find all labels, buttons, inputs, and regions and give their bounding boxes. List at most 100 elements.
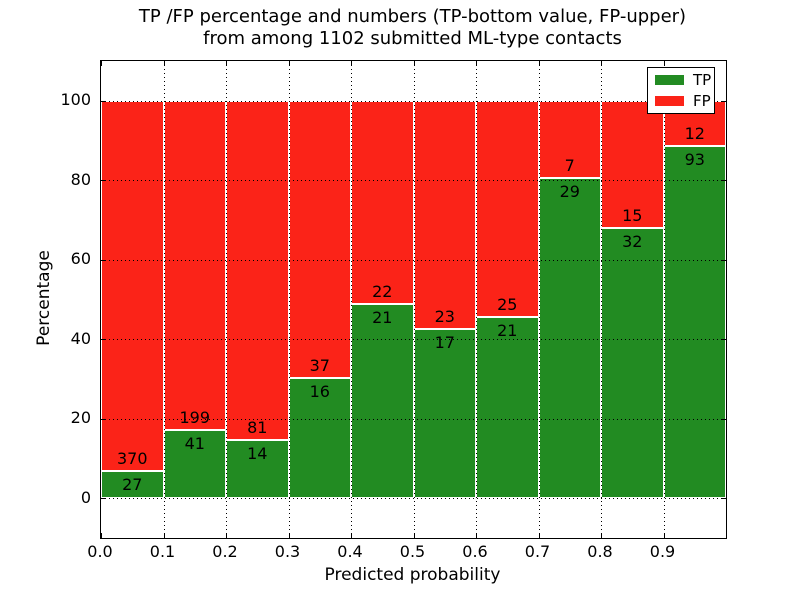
bar-fp-count-label: 22 [372,282,393,302]
bar-tp-count-label: 21 [497,320,518,340]
y-tick-label: 80 [70,169,91,189]
chart-title-line2: from among 1102 submitted ML-type contac… [203,28,622,49]
x-tick-mark [163,61,165,66]
bar-tp-count-label: 17 [434,333,455,353]
x-tick-mark [726,533,728,538]
x-tick-mark [538,533,540,538]
x-tick-label: 0.1 [149,542,176,561]
bar-tp-count-label: 27 [122,475,143,495]
legend-item: TP [648,72,714,88]
bar-fp-count-label: 199 [179,408,211,428]
y-tick-mark [101,339,106,341]
y-tick-label: 100 [60,90,91,110]
gridline-vertical [601,61,602,538]
chart-title-line1: TP /FP percentage and numbers (TP-bottom… [138,6,687,27]
gridline-vertical [288,61,290,538]
x-tick-mark [413,61,415,66]
legend-label: TP [693,71,712,90]
bar-tp-count-label: 93 [684,150,705,170]
legend-swatch-fp [655,95,684,106]
bar-fp-count-label: 12 [684,124,705,144]
x-tick-mark [163,533,165,538]
legend: TP FP [647,67,715,114]
gridline-vertical [226,61,227,538]
bar-fp-segment [413,100,476,330]
x-tick-label: 0.9 [649,542,676,561]
bar-fp-segment [101,100,164,472]
x-tick-label: 0.2 [212,542,238,561]
y-tick-label: 60 [70,249,91,269]
y-tick-label: 20 [70,408,91,428]
x-tick-mark [351,533,353,538]
y-tick-mark [721,418,726,420]
x-tick-label: 0.6 [462,542,488,561]
bar-tp-count-label: 16 [309,382,330,402]
gridline-vertical [538,61,540,538]
bar-tp-count-label: 29 [559,182,580,202]
x-tick-mark [288,61,290,66]
x-tick-mark [476,61,478,66]
x-tick-label: 0.4 [337,542,363,561]
bar-tp-segment [351,304,414,499]
bar-tp-segment [413,329,476,499]
x-tick-mark [101,533,103,538]
x-tick-mark [601,61,603,66]
bar-fp-count-label: 7 [564,156,575,176]
y-tick-mark [721,180,726,182]
x-axis-label: Predicted probability [324,565,501,585]
y-tick-label: 0 [80,487,91,507]
gridline-vertical [476,61,477,538]
bar-tp-count-label: 32 [622,231,643,251]
chart-title: TP /FP percentage and numbers (TP-bottom… [100,6,725,50]
bar-tp-count-label: 21 [372,308,393,328]
y-tick-mark [721,259,726,261]
bar-fp-count-label: 15 [622,205,643,225]
bar-tp-segment [601,227,664,499]
y-tick-mark [101,498,106,500]
bar-tp-segment [663,146,726,499]
x-tick-mark [351,61,353,66]
x-tick-mark [663,533,665,538]
y-tick-mark [721,339,726,341]
bar-fp-count-label: 81 [247,417,268,437]
x-tick-mark [726,61,728,66]
bar-tp-segment [101,471,164,499]
x-tick-mark [538,61,540,66]
x-tick-mark [663,61,665,66]
legend-item: FP [648,93,714,109]
y-tick-mark [101,418,106,420]
bar-fp-count-label: 25 [497,294,518,314]
gridline-vertical [413,61,415,538]
y-tick-mark [101,100,106,102]
y-tick-label: 40 [70,328,91,348]
bar-fp-segment [351,100,414,305]
x-tick-label: 0.3 [274,542,301,561]
gridline-vertical [351,61,352,538]
bar-fp-count-label: 37 [309,356,330,376]
x-tick-label: 0.0 [87,542,113,561]
bar-fp-segment [476,100,539,317]
bar-fp-count-label: 23 [434,307,455,327]
legend-swatch-tp [655,75,684,86]
x-tick-mark [601,533,603,538]
x-tick-label: 0.8 [587,542,613,561]
y-tick-mark [101,180,106,182]
x-tick-mark [476,533,478,538]
bar-tp-segment [538,178,601,499]
bar-tp-count-label: 14 [247,443,268,463]
y-tick-mark [101,259,106,261]
x-tick-mark [413,533,415,538]
bar-tp-count-label: 41 [184,434,205,454]
legend-label: FP [693,91,711,110]
bar-tp-segment [163,430,226,499]
x-tick-mark [226,61,228,66]
bar-fp-segment [288,100,351,379]
x-tick-label: 0.7 [524,542,551,561]
gridline-vertical [663,61,665,538]
bar-tp-segment [288,378,351,499]
bar-fp-segment [226,100,289,440]
bar-tp-segment [476,316,539,499]
bar-fp-count-label: 370 [116,449,148,469]
x-tick-label: 0.5 [399,542,426,561]
